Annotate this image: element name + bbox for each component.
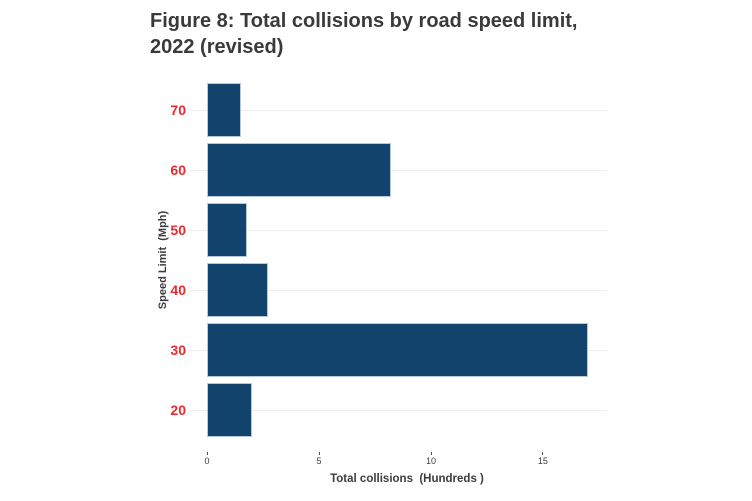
x-tick-10: 10 <box>419 452 443 466</box>
gridline-20 <box>189 409 607 411</box>
x-tick-mark <box>206 452 208 455</box>
figure-title-line2: 2022 (revised) <box>150 36 284 58</box>
x-tick-0: 0 <box>195 452 219 466</box>
y-tick-label-30: 30 <box>170 342 186 358</box>
x-axis-title: Total collisions (Hundreds ) <box>330 473 484 485</box>
bar-70mph <box>207 83 241 137</box>
plot-area <box>189 80 607 440</box>
bar-20mph <box>207 383 252 437</box>
x-tick-label: 10 <box>425 456 436 466</box>
bar-30mph <box>207 323 588 377</box>
x-tick-5: 5 <box>307 452 331 466</box>
x-tick-mark <box>542 452 544 455</box>
y-tick-label-20: 20 <box>170 402 186 418</box>
x-tick-label: 0 <box>204 456 210 466</box>
bar-60mph <box>207 143 391 197</box>
gridline-50 <box>189 229 607 231</box>
x-axis: 0 5 10 15 <box>204 452 607 470</box>
x-tick-label: 15 <box>537 456 548 466</box>
gridline-40 <box>189 289 607 291</box>
figure-title: Figure 8: Total collisions by road speed… <box>150 8 577 60</box>
bar-40mph <box>207 263 268 317</box>
gridline-70 <box>189 109 607 111</box>
x-tick-15: 15 <box>531 452 555 466</box>
x-tick-mark <box>430 452 432 455</box>
y-tick-label-40: 40 <box>170 282 186 298</box>
y-tick-label-70: 70 <box>170 102 186 118</box>
x-tick-label: 5 <box>316 456 322 466</box>
figure-title-line1: Figure 8: Total collisions by road speed… <box>150 10 578 32</box>
y-tick-label-60: 60 <box>170 162 186 178</box>
bar-50mph <box>207 203 248 257</box>
y-tick-label-50: 50 <box>170 222 186 238</box>
y-tick-labels: 70 60 50 40 30 20 <box>0 80 186 440</box>
gridline-60 <box>189 169 607 171</box>
x-tick-mark <box>318 452 320 455</box>
